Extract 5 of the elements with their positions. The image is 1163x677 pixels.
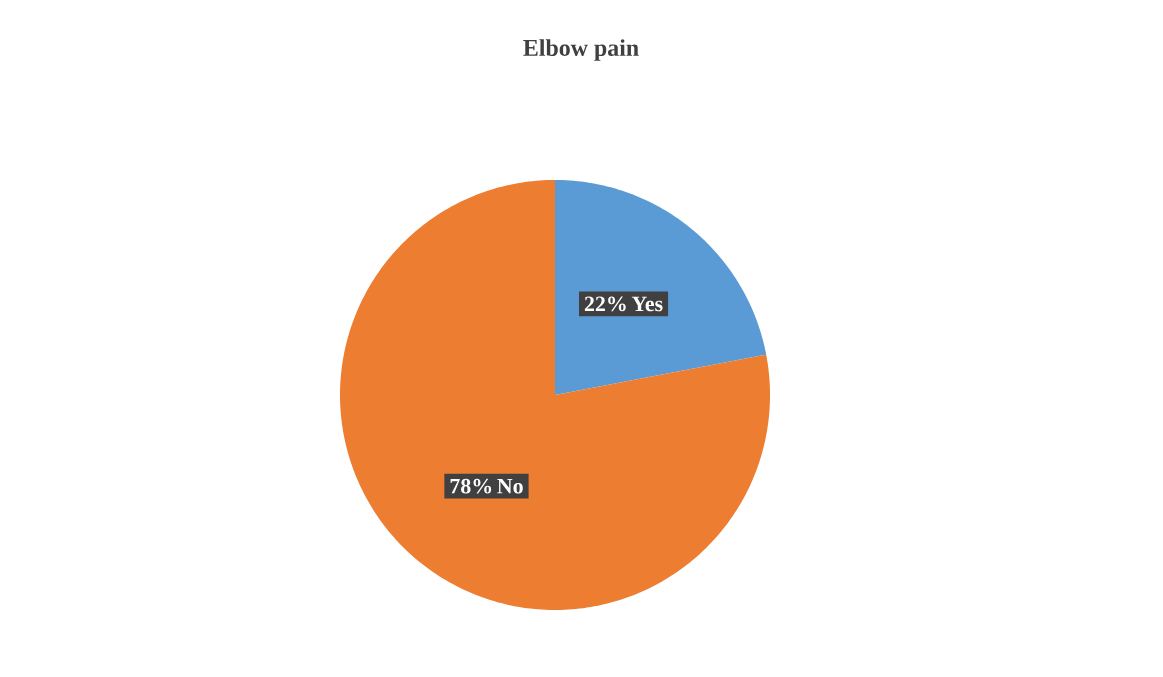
data-label: 78% — [450, 478, 492, 494]
data-label: 22% — [584, 296, 626, 312]
chart-title: Elbow pain — [523, 39, 639, 61]
slice-label: Yes — [631, 296, 663, 312]
slice-label: No — [497, 478, 523, 494]
